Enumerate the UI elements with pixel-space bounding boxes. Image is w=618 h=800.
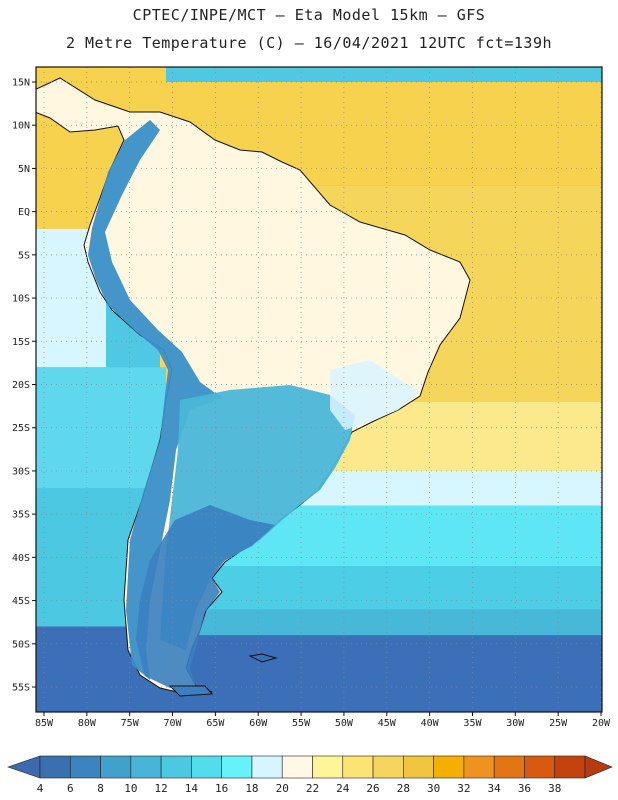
ocean-temp-band: [160, 566, 602, 610]
lat-label: 15N: [12, 78, 30, 89]
lon-label: 40W: [421, 718, 440, 729]
colorbar-swatch: [221, 755, 253, 779]
lat-label: 5N: [18, 164, 30, 175]
colorbar-swatch: [281, 755, 313, 779]
ocean-temp-band: [160, 635, 602, 712]
lon-label: 55W: [292, 718, 311, 729]
colorbar-swatch: [191, 755, 222, 779]
lat-label: 30S: [12, 466, 30, 477]
chart-title-line2: 2 Metre Temperature (C) – 16/04/2021 12U…: [65, 34, 553, 52]
chart-title-line1: CPTEC/INPE/MCT – Eta Model 15km – GFS: [132, 6, 486, 24]
latitude-labels: 15N 10N 5N EQ 5S 10S 15S 20S 25S 30S 35S 40S 45S 50S 5…: [12, 78, 36, 694]
lat-label: 15S: [12, 337, 30, 348]
lat-label: 10S: [12, 294, 30, 305]
colorbar-swatch: [463, 755, 495, 779]
lat-label: 35S: [12, 510, 30, 521]
lat-label: 25S: [12, 423, 30, 434]
lon-label: 45W: [378, 718, 397, 729]
lat-label: 10N: [12, 121, 30, 132]
colorbar-label: 12: [154, 782, 167, 795]
lon-label: 30W: [506, 718, 525, 729]
colorbar-swatch: [39, 755, 71, 779]
colorbar-swatch: [403, 755, 434, 779]
colorbar-swatch: [100, 755, 132, 779]
lon-label: 60W: [249, 718, 268, 729]
colorbar-label: 26: [366, 782, 379, 795]
colorbar-label: 32: [457, 782, 470, 795]
colorbar-swatch: [130, 755, 162, 779]
lon-label: 80W: [78, 718, 97, 729]
lat-label: 5S: [18, 250, 30, 261]
colorbar-label: 22: [306, 782, 319, 795]
longitude-labels: 85W 80W 75W 70W 65W 60W 55W 50W 45W 40W 35W 30W 25W 2…: [35, 712, 611, 729]
lon-label: 35W: [463, 718, 482, 729]
patagonia-region: [136, 505, 275, 688]
colorbar-label: 16: [215, 782, 228, 795]
color-scale-bar: 4 6 8 10 12 14 16 18 20 22 24 26 28 30 32 34 36 38: [7, 755, 613, 795]
continent: [36, 77, 471, 697]
colorbar-swatch: [433, 755, 465, 779]
colorbar-label: 10: [124, 782, 137, 795]
colorbar-label: 34: [488, 782, 502, 795]
lon-label: 75W: [121, 718, 140, 729]
southern-cone-region: [160, 385, 355, 650]
colorbar-label: 14: [185, 782, 199, 795]
lat-label: 55S: [12, 683, 30, 694]
colorbar-swatch: [372, 755, 404, 779]
colorbar-swatch: [342, 755, 374, 779]
colorbar-swatch: [524, 755, 556, 779]
lat-label: 45S: [12, 596, 30, 607]
colorbar-label: 8: [97, 782, 104, 795]
colorbar-min-arrow: [7, 755, 41, 779]
colorbar-swatch: [160, 755, 192, 779]
falklands: [248, 653, 278, 663]
brazil-highlands: [330, 360, 420, 430]
lon-label: 50W: [335, 718, 354, 729]
ocean-temp-band: [160, 609, 602, 636]
colorbar-label: 6: [67, 782, 74, 795]
colorbar-label: 24: [336, 782, 350, 795]
tierra-del-fuego: [168, 685, 214, 697]
lat-label: 20S: [12, 380, 30, 391]
colorbar-label: 30: [427, 782, 440, 795]
colorbar-label: 4: [37, 782, 44, 795]
colorbar-swatch: [251, 755, 283, 779]
lon-label: 25W: [549, 718, 568, 729]
colorbar-label: 36: [518, 782, 531, 795]
lon-label: 85W: [35, 718, 54, 729]
lat-label: 40S: [12, 553, 30, 564]
lat-label: EQ: [18, 207, 30, 218]
colorbar-swatch: [493, 755, 525, 779]
colorbar-label: 20: [276, 782, 289, 795]
map-frame: [35, 66, 603, 713]
colorbar-label: 38: [548, 782, 561, 795]
lon-label: 65W: [206, 718, 225, 729]
colorbar-swatch: [554, 755, 586, 779]
lat-label: 50S: [12, 639, 30, 650]
colorbar-label: 18: [245, 782, 258, 795]
colorbar-swatch: [69, 755, 101, 779]
colorbar-max-arrow: [584, 755, 613, 779]
lon-label: 70W: [164, 718, 183, 729]
colorbar-swatch: [312, 755, 344, 779]
colorbar-label: 28: [397, 782, 410, 795]
lon-label: 20W: [592, 718, 611, 729]
